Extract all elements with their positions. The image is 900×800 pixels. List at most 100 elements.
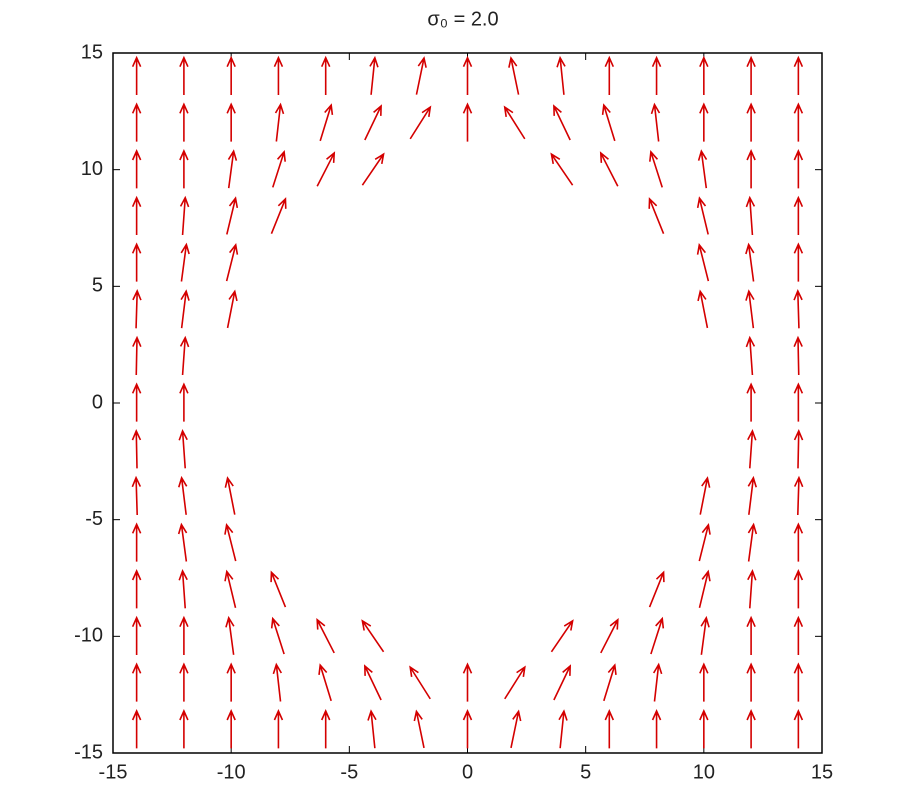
- arrow: [227, 149, 238, 189]
- arrow: [510, 709, 522, 749]
- arrow: [409, 105, 432, 140]
- arrow: [364, 104, 382, 141]
- arrow: [746, 709, 756, 749]
- y-tick-label: 0: [92, 391, 103, 413]
- arrow: [697, 289, 709, 329]
- arrow: [747, 522, 758, 562]
- arrow: [179, 335, 190, 376]
- arrow: [746, 102, 756, 142]
- arrow: [226, 289, 238, 329]
- arrow: [793, 195, 804, 235]
- arrow: [604, 55, 615, 95]
- y-tick-label: 15: [81, 41, 103, 63]
- arrow: [179, 102, 189, 142]
- arrow: [131, 195, 142, 235]
- arrow: [793, 335, 803, 376]
- arrow: [179, 662, 189, 702]
- arrow: [462, 662, 473, 702]
- arrow: [696, 242, 710, 282]
- arrow: [131, 615, 142, 655]
- arrow: [508, 56, 520, 95]
- arrow: [363, 664, 382, 701]
- arrow: [504, 665, 526, 700]
- arrow: [132, 289, 142, 329]
- arrow: [604, 709, 615, 749]
- x-tick-label: -5: [340, 761, 358, 783]
- arrow: [745, 289, 755, 329]
- arrow: [603, 663, 617, 702]
- arrow: [320, 709, 331, 749]
- arrow: [793, 569, 804, 609]
- arrow: [745, 195, 756, 236]
- arrow: [131, 475, 142, 516]
- arrow: [369, 55, 379, 95]
- arrow: [224, 522, 237, 562]
- arrow: [793, 382, 804, 422]
- arrow: [415, 56, 427, 95]
- arrow: [793, 149, 804, 189]
- arrow: [793, 475, 804, 516]
- arrow: [270, 197, 287, 234]
- arrow: [648, 197, 665, 234]
- arrow: [179, 55, 189, 95]
- x-tick-label: -10: [217, 761, 246, 783]
- x-tick-label: 0: [462, 761, 473, 783]
- arrow: [747, 429, 757, 469]
- arrow: [179, 195, 190, 236]
- arrow: [131, 709, 142, 749]
- arrow: [131, 102, 142, 142]
- arrow: [746, 149, 756, 189]
- arrow: [178, 429, 188, 469]
- arrow: [696, 196, 709, 235]
- arrow: [503, 105, 526, 140]
- arrow: [319, 103, 334, 142]
- arrow: [177, 475, 188, 515]
- arrow: [600, 617, 619, 654]
- arrow: [651, 709, 662, 749]
- arrow: [553, 104, 571, 141]
- arrow: [793, 429, 804, 469]
- arrow: [793, 289, 803, 329]
- arrow: [556, 55, 566, 95]
- plot-frame: [112, 52, 823, 754]
- arrow: [131, 429, 142, 469]
- x-tick-label: 10: [693, 761, 715, 783]
- arrow: [699, 709, 709, 749]
- arrow: [793, 55, 804, 95]
- arrow: [793, 242, 804, 282]
- arrow: [226, 55, 236, 95]
- x-tick-label: 5: [580, 761, 591, 783]
- arrow: [409, 665, 431, 700]
- arrow: [462, 102, 473, 142]
- chart-title: σ₀ = 2.0: [427, 8, 498, 30]
- y-tick-label: 10: [81, 158, 103, 180]
- arrow: [650, 102, 661, 142]
- arrow: [553, 664, 572, 701]
- arrow: [316, 617, 335, 654]
- arrow: [226, 102, 236, 142]
- arrow: [462, 709, 473, 749]
- arrow: [361, 152, 385, 186]
- arrow: [361, 619, 385, 653]
- arrow: [131, 522, 142, 562]
- arrow: [273, 709, 284, 749]
- arrow: [649, 150, 664, 188]
- x-tick-label: -15: [99, 761, 128, 783]
- arrow: [177, 522, 188, 562]
- y-tick-label: -5: [85, 508, 103, 530]
- arrow: [699, 102, 709, 142]
- arrow: [225, 242, 239, 282]
- arrow: [550, 619, 574, 653]
- arrow: [316, 151, 336, 187]
- arrow: [651, 55, 662, 95]
- arrow: [413, 709, 425, 749]
- x-tick-label: 15: [811, 761, 833, 783]
- arrow: [699, 662, 709, 702]
- arrow: [131, 662, 142, 702]
- arrow: [746, 55, 756, 95]
- arrow: [226, 662, 236, 702]
- arrow: [698, 569, 711, 608]
- arrow: [320, 55, 331, 95]
- arrow: [131, 242, 142, 282]
- arrow: [793, 102, 804, 142]
